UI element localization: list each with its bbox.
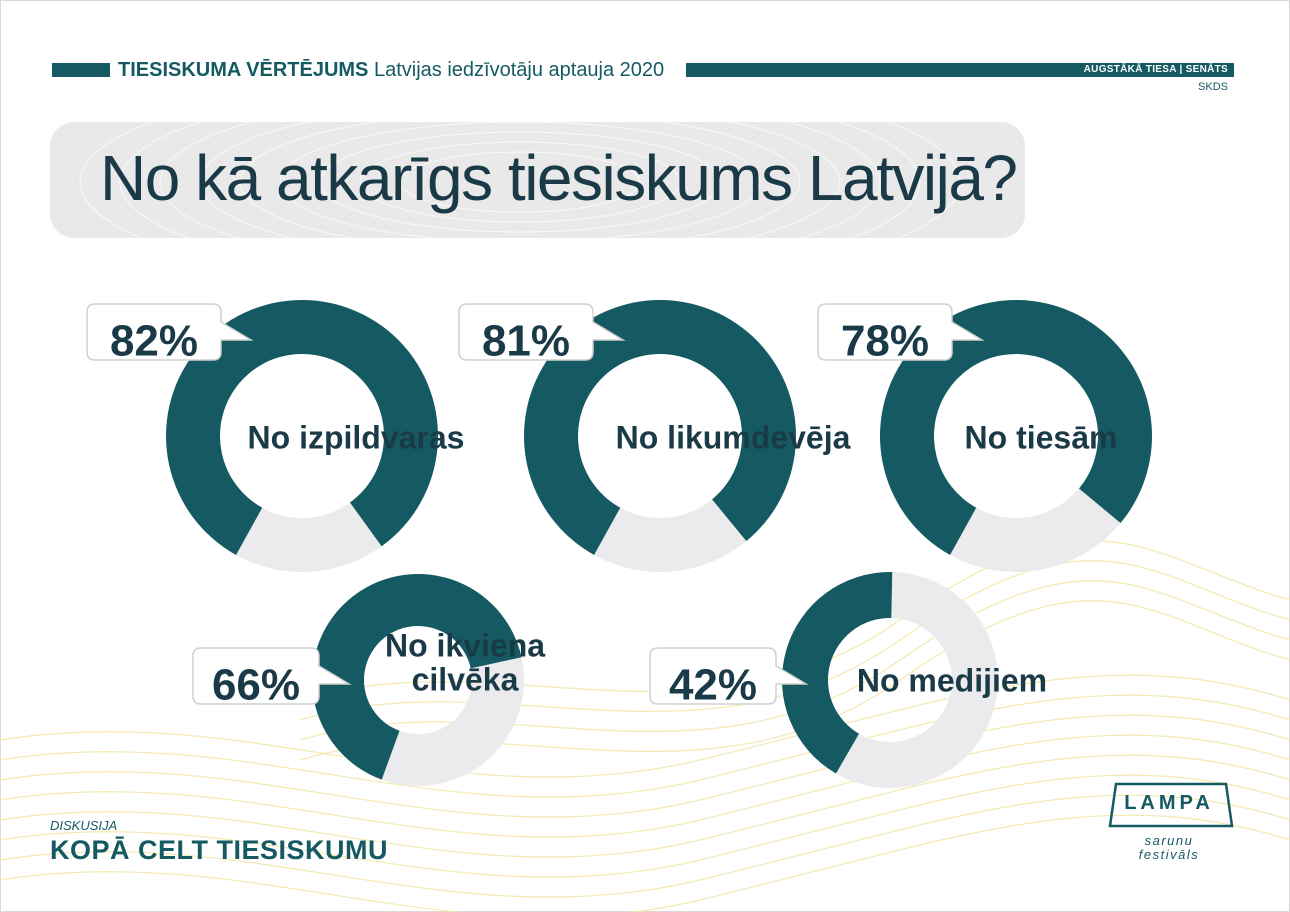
donut-value-slice [879,299,1152,555]
category-label: cilvēka [412,661,519,697]
donut-value-slice [312,573,522,780]
logo-wordmark: LAMPA [1124,792,1214,814]
percent-callout [817,303,985,361]
donut-value-slice [523,300,796,555]
percent-callout [649,647,809,705]
donut-value-slice [781,572,893,774]
header-bar-left [52,63,110,77]
category-label: No izpildvaras [248,419,465,455]
report-title: TIESISKUMA VĒRTĒJUMS Latvijas iedzīvotāj… [118,58,664,82]
percent-label: 78% [841,317,929,366]
source-label: SKDS [1198,81,1228,93]
donut-chart-5: 42% No medijiem [649,572,1047,788]
percent-label: 82% [110,317,198,366]
donut-remainder-slice [950,488,1121,572]
question-banner [50,122,1025,238]
donut-chart-2: 81% No likumdevēja [458,300,851,573]
donut-remainder-slice [381,657,524,786]
logo-subtitle-line1: sarunu [1144,833,1194,848]
percent-label: 42% [669,661,757,710]
report-title-subtitle: Latvijas iedzīvotāju aptauja 2020 [373,59,665,81]
question-title: No kā atkarīgs tiesiskums Latvijā? [100,142,1018,214]
footer-kicker: DISKUSIJA [50,818,118,833]
category-label: No tiesām [965,419,1118,455]
donut-remainder-slice [594,499,747,573]
donut-value-slice [166,300,439,555]
percent-callout [192,647,352,705]
category-label: No ikviena [385,627,545,663]
percent-label: 81% [482,317,570,366]
publisher-label: AUGSTĀKĀ TIESA | SENĀTS [1083,64,1228,75]
percent-label: 66% [212,661,300,710]
donut-chart-3: 78% No tiesām [817,299,1152,572]
lampa-logo [1108,782,1234,828]
logo-subtitle-line2: festivāls [1138,847,1200,862]
category-label: No likumdevēja [616,419,851,455]
donut-remainder-slice [836,572,998,788]
report-title-bold: TIESISKUMA VĒRTĒJUMS [118,59,369,81]
donut-remainder-slice [236,502,382,572]
donut-chart-1: 82% No izpildvaras [86,300,465,572]
footer-slogan: KOPĀ CELT TIESISKUMU [50,835,389,865]
percent-callout [458,303,626,361]
category-label: No medijiem [857,662,1047,698]
header-bar-right [686,63,1234,77]
percent-callout [86,303,254,361]
banner-contour-pattern [79,122,961,238]
